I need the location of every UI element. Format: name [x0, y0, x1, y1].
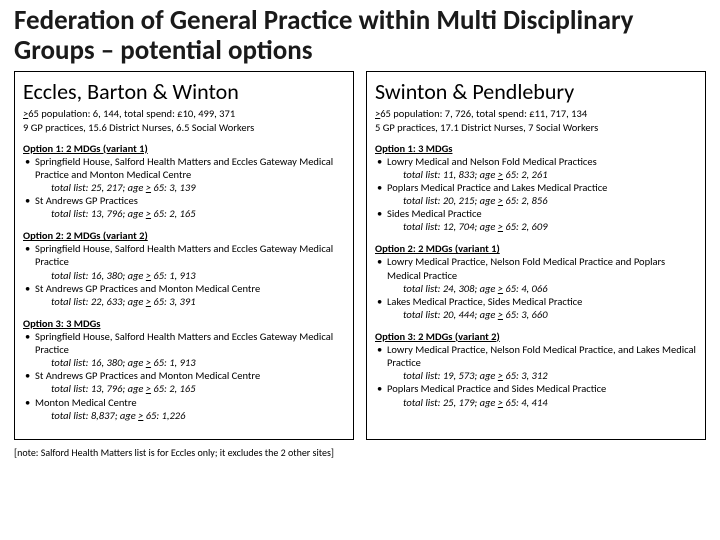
footnote: [note: Salford Health Matters list is fo…	[14, 446, 706, 459]
list-item-detail: total list: 16, 380; age > 65: 1, 913	[35, 269, 345, 282]
list-item-detail: total list: 20, 444; age > 65: 3, 660	[387, 308, 697, 321]
list-item-detail: total list: 22, 633; age > 65: 3, 391	[35, 295, 345, 308]
option-list: Springfield House, Salford Health Matter…	[23, 242, 345, 308]
option-list: Lowry Medical and Nelson Fold Medical Pr…	[375, 155, 697, 234]
column-subtext: >65 population: 7, 726, total spend: £11…	[375, 107, 697, 133]
list-item: Poplars Medical Practice and Lakes Medic…	[375, 181, 697, 207]
list-item-detail: total list: 20, 215; age > 65: 2, 856	[387, 194, 697, 207]
column-subtext: >65 population: 6, 144, total spend: £10…	[23, 107, 345, 133]
option-block: Option 3: 3 MDGsSpringfield House, Salfo…	[23, 317, 345, 422]
option-title: Option 3: 3 MDGs	[23, 317, 345, 330]
list-item-detail: total list: 16, 380; age > 65: 1, 913	[35, 356, 345, 369]
option-title: Option 2: 2 MDGs (variant 2)	[23, 229, 345, 242]
list-item-detail: total list: 25, 179; age > 65: 4, 414	[387, 396, 697, 409]
list-item: Lowry Medical and Nelson Fold Medical Pr…	[375, 155, 697, 181]
list-item: Poplars Medical Practice and Sides Medic…	[375, 382, 697, 408]
list-item-detail: total list: 24, 308; age > 65: 4, 066	[387, 282, 697, 295]
option-block: Option 1: 3 MDGsLowry Medical and Nelson…	[375, 142, 697, 234]
option-block: Option 2: 2 MDGs (variant 2)Springfield …	[23, 229, 345, 308]
list-item: Springfield House, Salford Health Matter…	[23, 155, 345, 194]
option-list: Lowry Medical Practice, Nelson Fold Medi…	[375, 343, 697, 409]
column-heading: Swinton & Pendlebury	[375, 78, 697, 105]
list-item-detail: total list: 11, 833; age > 65: 2, 261	[387, 168, 697, 181]
option-title: Option 2: 2 MDGs (variant 1)	[375, 242, 697, 255]
option-block: Option 1: 2 MDGs (variant 1)Springfield …	[23, 142, 345, 221]
list-item: Monton Medical Centretotal list: 8,837; …	[23, 396, 345, 422]
list-item-detail: total list: 25, 217; age > 65: 3, 139	[35, 181, 345, 194]
list-item: St Andrews GP Practicestotal list: 13, 7…	[23, 194, 345, 220]
list-item-detail: total list: 13, 796; age > 65: 2, 165	[35, 382, 345, 395]
list-item-detail: total list: 8,837; age > 65: 1,226	[35, 409, 345, 422]
option-block: Option 3: 2 MDGs (variant 2)Lowry Medica…	[375, 330, 697, 409]
list-item: Springfield House, Salford Health Matter…	[23, 242, 345, 281]
column-right: Swinton & Pendlebury>65 population: 7, 7…	[366, 71, 706, 439]
list-item: Lakes Medical Practice, Sides Medical Pr…	[375, 295, 697, 321]
list-item: Sides Medical Practicetotal list: 12, 70…	[375, 207, 697, 233]
option-list: Springfield House, Salford Health Matter…	[23, 155, 345, 221]
option-list: Springfield House, Salford Health Matter…	[23, 330, 345, 422]
option-title: Option 1: 2 MDGs (variant 1)	[23, 142, 345, 155]
list-item: Lowry Medical Practice, Nelson Fold Medi…	[375, 343, 697, 382]
list-item: St Andrews GP Practices and Monton Medic…	[23, 369, 345, 395]
page-title: Federation of General Practice within Mu…	[14, 6, 706, 65]
page: Federation of General Practice within Mu…	[0, 0, 720, 540]
columns-container: Eccles, Barton & Winton>65 population: 6…	[14, 71, 706, 439]
list-item: Springfield House, Salford Health Matter…	[23, 330, 345, 369]
column-heading: Eccles, Barton & Winton	[23, 78, 345, 105]
option-title: Option 1: 3 MDGs	[375, 142, 697, 155]
option-list: Lowry Medical Practice, Nelson Fold Medi…	[375, 255, 697, 321]
column-left: Eccles, Barton & Winton>65 population: 6…	[14, 71, 354, 439]
option-block: Option 2: 2 MDGs (variant 1)Lowry Medica…	[375, 242, 697, 321]
list-item-detail: total list: 13, 796; age > 65: 2, 165	[35, 207, 345, 220]
list-item: Lowry Medical Practice, Nelson Fold Medi…	[375, 255, 697, 294]
list-item-detail: total list: 12, 704; age > 65: 2, 609	[387, 220, 697, 233]
option-title: Option 3: 2 MDGs (variant 2)	[375, 330, 697, 343]
list-item: St Andrews GP Practices and Monton Medic…	[23, 282, 345, 308]
list-item-detail: total list: 19, 573; age > 65: 3, 312	[387, 369, 697, 382]
